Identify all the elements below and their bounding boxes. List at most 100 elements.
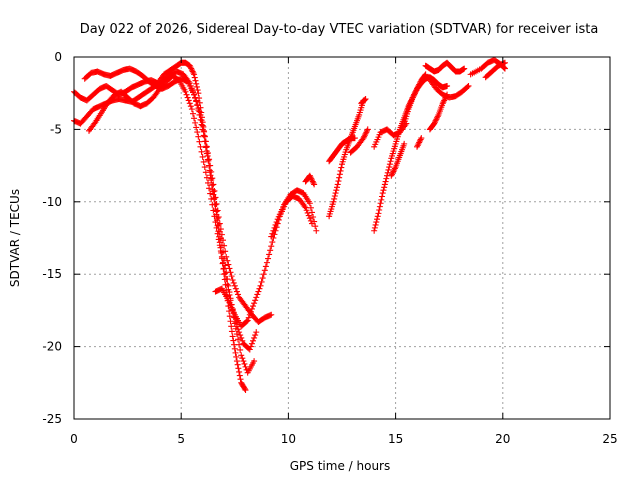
- data-point: [226, 265, 233, 272]
- data-point: [199, 153, 206, 160]
- data-point: [330, 198, 337, 205]
- data-point: [188, 106, 195, 113]
- data-point: [262, 263, 269, 270]
- data-point: [231, 341, 238, 348]
- data-point: [229, 276, 236, 283]
- data-point: [193, 83, 200, 90]
- data-point: [411, 91, 418, 98]
- data-point: [311, 218, 318, 225]
- data-point: [247, 343, 254, 350]
- data-point: [206, 156, 213, 163]
- x-tick-label: 5: [177, 432, 185, 446]
- data-point: [192, 95, 199, 102]
- data-point: [444, 91, 451, 98]
- data-point: [230, 279, 237, 286]
- data-point: [416, 81, 423, 88]
- data-point: [312, 223, 319, 230]
- data-point: [252, 297, 259, 304]
- data-point: [263, 259, 270, 266]
- data-point: [224, 281, 231, 288]
- data-point: [389, 169, 396, 176]
- data-point: [213, 224, 220, 231]
- data-point: [246, 346, 253, 353]
- data-point: [214, 230, 221, 237]
- data-point: [235, 291, 242, 298]
- data-point: [336, 171, 343, 178]
- data-point: [311, 181, 318, 188]
- series-track-j: [347, 126, 371, 156]
- data-point: [209, 175, 216, 182]
- series-track-e: [212, 193, 315, 330]
- data-point: [227, 318, 234, 325]
- data-point: [376, 207, 383, 214]
- data-point: [381, 181, 388, 188]
- data-point: [333, 184, 340, 191]
- data-point: [361, 132, 368, 139]
- data-point: [191, 115, 198, 122]
- data-point: [221, 242, 228, 249]
- data-point: [232, 285, 239, 292]
- data-point: [387, 158, 394, 165]
- data-point: [230, 337, 237, 344]
- data-point: [228, 323, 235, 330]
- data-point: [254, 291, 261, 298]
- data-point: [200, 158, 207, 165]
- data-point: [193, 80, 200, 87]
- data-point: [182, 88, 189, 95]
- data-point: [188, 65, 195, 72]
- series-track-l: [371, 74, 451, 234]
- data-point: [302, 204, 309, 211]
- data-point: [272, 221, 279, 228]
- series-track-q: [422, 59, 468, 75]
- data-point: [501, 65, 508, 72]
- x-tick-label: 15: [388, 432, 403, 446]
- data-point: [306, 215, 313, 222]
- data-point: [187, 64, 194, 71]
- data-point: [418, 135, 425, 142]
- data-point: [336, 174, 343, 181]
- data-point: [215, 236, 222, 243]
- data-point: [201, 133, 208, 140]
- series-track-s: [426, 91, 451, 133]
- data-point: [361, 133, 368, 140]
- x-tick-label: 20: [495, 432, 510, 446]
- plot-frame: [73, 56, 611, 420]
- data-point: [376, 203, 383, 210]
- data-point: [209, 182, 216, 189]
- data-point: [422, 71, 429, 78]
- series-track-g: [302, 172, 318, 188]
- data-point: [441, 95, 448, 102]
- grid: [74, 57, 610, 419]
- data-point: [271, 224, 278, 231]
- data-point: [378, 196, 385, 203]
- data-point: [193, 124, 200, 131]
- data-point: [252, 332, 259, 339]
- data-point: [440, 98, 447, 105]
- data-point: [258, 278, 265, 285]
- data-point: [241, 385, 248, 392]
- data-point: [233, 358, 240, 365]
- data-point: [199, 122, 206, 129]
- data-point: [186, 100, 193, 107]
- data-point: [268, 233, 275, 240]
- series-track-o: [388, 140, 408, 179]
- data-point: [301, 203, 308, 210]
- data-point: [184, 94, 191, 101]
- data-point: [414, 85, 421, 92]
- data-point: [194, 101, 201, 108]
- data-point: [379, 190, 386, 197]
- data-point: [194, 129, 201, 136]
- data-point: [266, 251, 273, 258]
- data-point: [382, 178, 389, 185]
- data-point: [434, 113, 441, 120]
- data-point: [233, 288, 240, 295]
- data-point: [380, 187, 387, 194]
- data-point: [201, 164, 208, 171]
- data-point: [202, 138, 209, 145]
- data-point: [226, 313, 233, 320]
- data-point: [261, 267, 268, 274]
- y-tick-label: -20: [42, 340, 62, 354]
- data-point: [207, 162, 214, 169]
- data-point: [414, 142, 421, 149]
- data-point: [235, 365, 242, 372]
